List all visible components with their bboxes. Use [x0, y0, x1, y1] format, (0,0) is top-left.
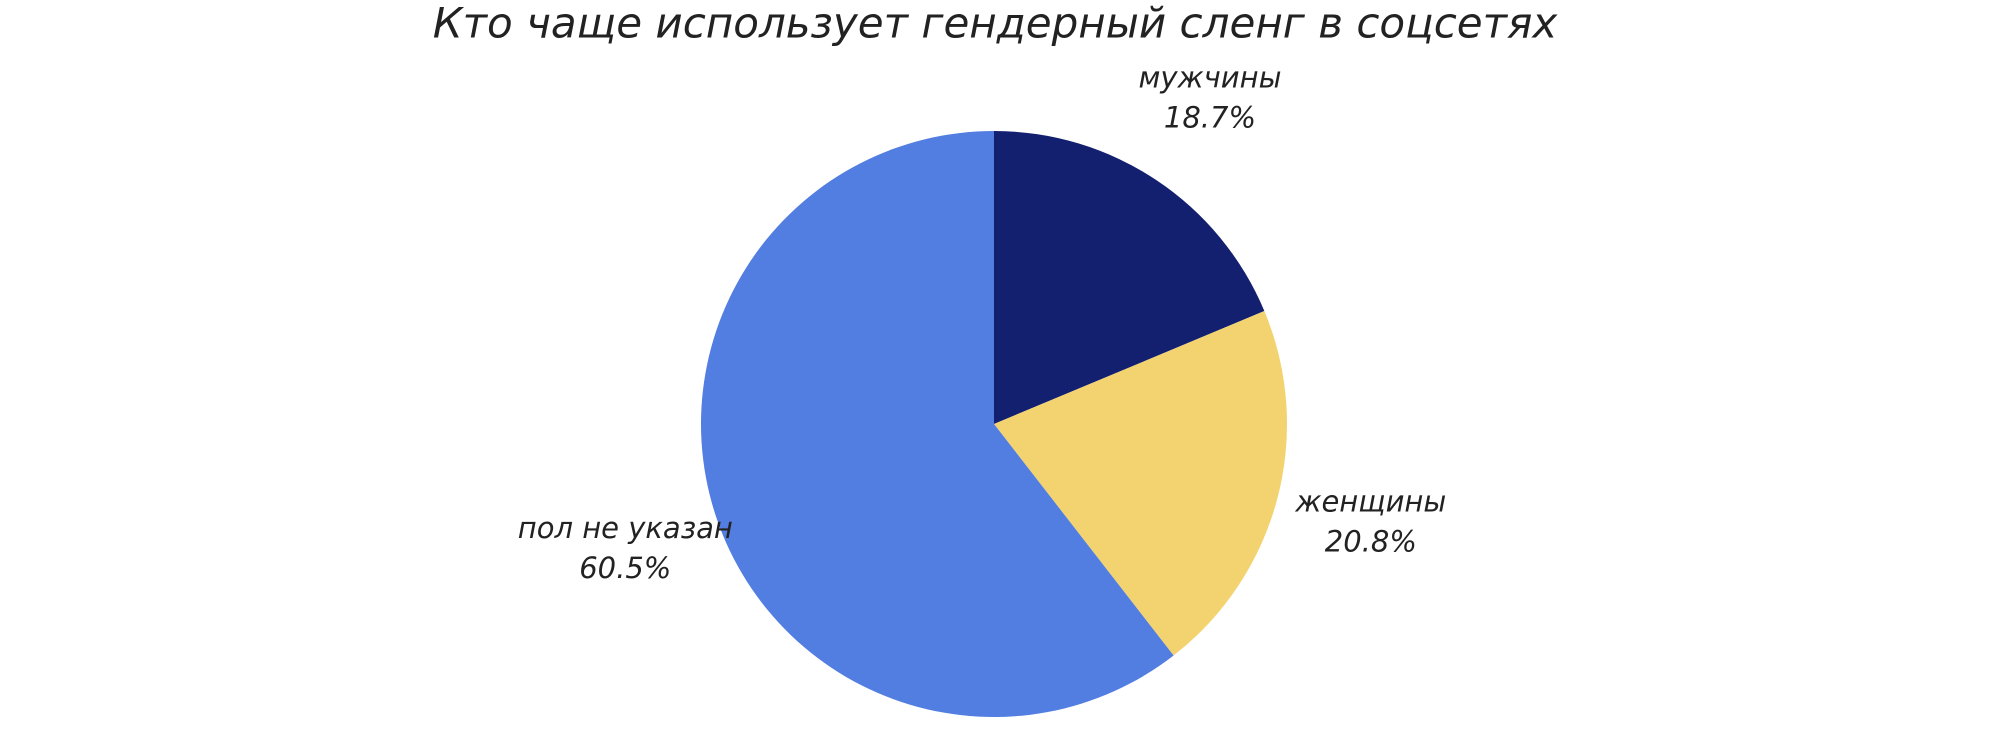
slice-label: пол не указан [518, 511, 733, 545]
slice-value-label: 18.7% [1164, 101, 1256, 135]
slice-value-label: 60.5% [579, 551, 671, 585]
slice-value-label: 20.8% [1325, 524, 1417, 558]
pie-slice [994, 131, 1265, 424]
chart-title: Кто чаще использует гендерный сленг в со… [433, 0, 1559, 48]
slice-label: мужчины [1138, 61, 1281, 95]
pie-slice [994, 311, 1288, 656]
pie-slice [700, 131, 1174, 717]
slice-label: женщины [1294, 484, 1446, 518]
